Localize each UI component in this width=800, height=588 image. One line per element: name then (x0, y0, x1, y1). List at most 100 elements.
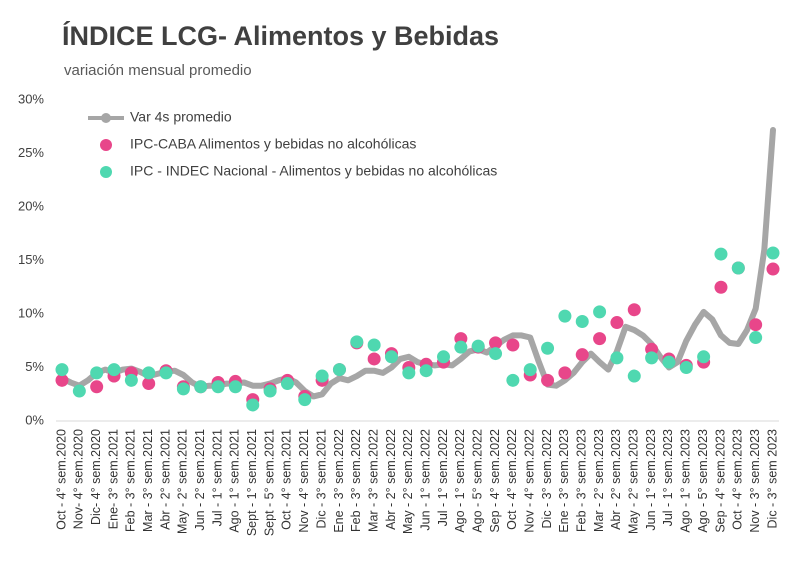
dot (367, 338, 381, 352)
dot (697, 350, 711, 364)
dot (593, 305, 607, 319)
x-tick-label: Dic - 3° sem 2023 (765, 429, 779, 529)
dot (749, 318, 763, 332)
x-tick-label: Oct - 4° sem.2020 (54, 429, 68, 530)
y-tick-label: 10% (18, 305, 44, 320)
legend-label: Var 4s promedio (130, 109, 232, 125)
dot (176, 382, 190, 396)
x-tick-label: Oct - 4° sem.2023 (731, 429, 745, 530)
dot (506, 373, 520, 387)
dot (228, 380, 242, 394)
dot (55, 373, 69, 387)
dot (766, 246, 780, 260)
dot (489, 347, 503, 361)
dot (610, 351, 624, 365)
x-tick-label: Oct - 4° sem.2022 (505, 429, 519, 530)
dot (55, 363, 69, 377)
chart-subtitle: variación mensual promedio (64, 62, 252, 79)
x-tick-label: Nov - 3° sem.2023 (748, 429, 762, 533)
dot (714, 280, 728, 294)
x-tick-label: Jun - 1° sem.2023 (644, 429, 658, 531)
dot (350, 335, 364, 349)
legend-marker (100, 166, 112, 178)
dot (489, 336, 503, 350)
dot (90, 380, 104, 394)
chart-title: ÍNDICE LCG- Alimentos y Bebidas (62, 20, 499, 51)
dot (627, 303, 641, 317)
dot (246, 398, 260, 412)
dot (437, 350, 451, 364)
dot (142, 366, 156, 380)
x-tick-label: Ago - 1° sem.2021 (228, 429, 242, 533)
x-tick-label: Nov- 4° sem.2020 (72, 429, 86, 529)
dot (280, 377, 294, 391)
dot (332, 363, 346, 377)
x-tick-label: Ago - 5° sem.2023 (696, 429, 710, 533)
x-tick-label: Abr - 2° sem.2021 (158, 429, 172, 530)
dot (211, 380, 225, 394)
dot (402, 366, 416, 380)
x-tick-label: Nov - 4° sem.2022 (523, 429, 537, 533)
dot (766, 262, 780, 276)
legend-marker (101, 113, 111, 123)
dot (90, 366, 104, 380)
dot (384, 350, 398, 364)
x-tick-label: May - 2° sem.2022 (401, 429, 415, 534)
x-tick-label: Sept - 1° sem.2021 (245, 429, 259, 536)
x-tick-label: Nov - 4° sem.2021 (297, 429, 311, 533)
dot (541, 341, 555, 355)
dot (263, 384, 277, 398)
x-tick-label: Jul - 1° sem.2022 (436, 429, 450, 526)
dot (124, 373, 138, 387)
x-tick-label: Mar - 2° sem.2023 (592, 429, 606, 532)
dot (506, 338, 520, 352)
dot (523, 363, 537, 377)
y-tick-label: 5% (25, 359, 44, 374)
x-tick-label: Ene- 3° sem.2021 (106, 429, 120, 529)
dot (194, 380, 208, 394)
dot (454, 340, 468, 354)
dot (679, 361, 693, 374)
x-tick-label: Ene - 3° sem.2022 (332, 429, 346, 533)
dot (315, 369, 329, 383)
dot (72, 384, 86, 398)
dot (419, 364, 433, 378)
legend-marker (100, 139, 112, 151)
dot (749, 331, 763, 345)
dot (367, 352, 381, 366)
x-tick-label: Feb - 3° sem.2022 (349, 429, 363, 532)
legend-label: IPC-CABA Alimentos y bebidas no alcohóli… (130, 136, 416, 152)
x-tick-label: Dic- 4° sem.2020 (89, 429, 103, 525)
dot (610, 316, 624, 330)
x-tick-label: Sep - 4° sem.2023 (713, 429, 727, 533)
dot (575, 348, 589, 362)
dot (731, 261, 745, 275)
x-tick-label: Mar - 3° sem.2021 (141, 429, 155, 532)
y-tick-label: 0% (25, 412, 44, 427)
x-tick-label: Abr - 2° sem.2022 (384, 429, 398, 530)
x-tick-label: May - 2° sem.2021 (176, 429, 190, 534)
legend-label: IPC - INDEC Nacional - Alimentos y bebid… (130, 163, 497, 179)
x-tick-label: Dic - 3° sem.2021 (314, 429, 328, 529)
x-tick-label: Oct - 4° sem.2021 (280, 429, 294, 530)
dot (593, 332, 607, 346)
y-tick-label: 30% (18, 91, 44, 106)
dot (575, 314, 589, 328)
x-tick-label: Feb - 3° sem.2021 (124, 429, 138, 532)
dot (645, 351, 659, 365)
x-tick-label: Jun - 2° sem.2021 (193, 429, 207, 531)
dot (159, 366, 173, 380)
x-tick-label: Sept - 5° sem.2021 (262, 429, 276, 536)
dot (558, 366, 572, 380)
dot (471, 339, 485, 353)
dot (541, 373, 555, 387)
dot (558, 309, 572, 323)
y-tick-label: 15% (18, 252, 44, 267)
x-tick-label: Abr - 2° sem.2023 (609, 429, 623, 530)
y-tick-label: 25% (18, 145, 44, 160)
x-tick-label: Dic - 3° sem.2022 (540, 429, 554, 529)
x-tick-label: Feb - 3° sem.2023 (575, 429, 589, 532)
x-tick-label: Jun - 1° sem.2022 (418, 429, 432, 531)
x-tick-label: Ago - 1° sem.2023 (679, 429, 693, 533)
